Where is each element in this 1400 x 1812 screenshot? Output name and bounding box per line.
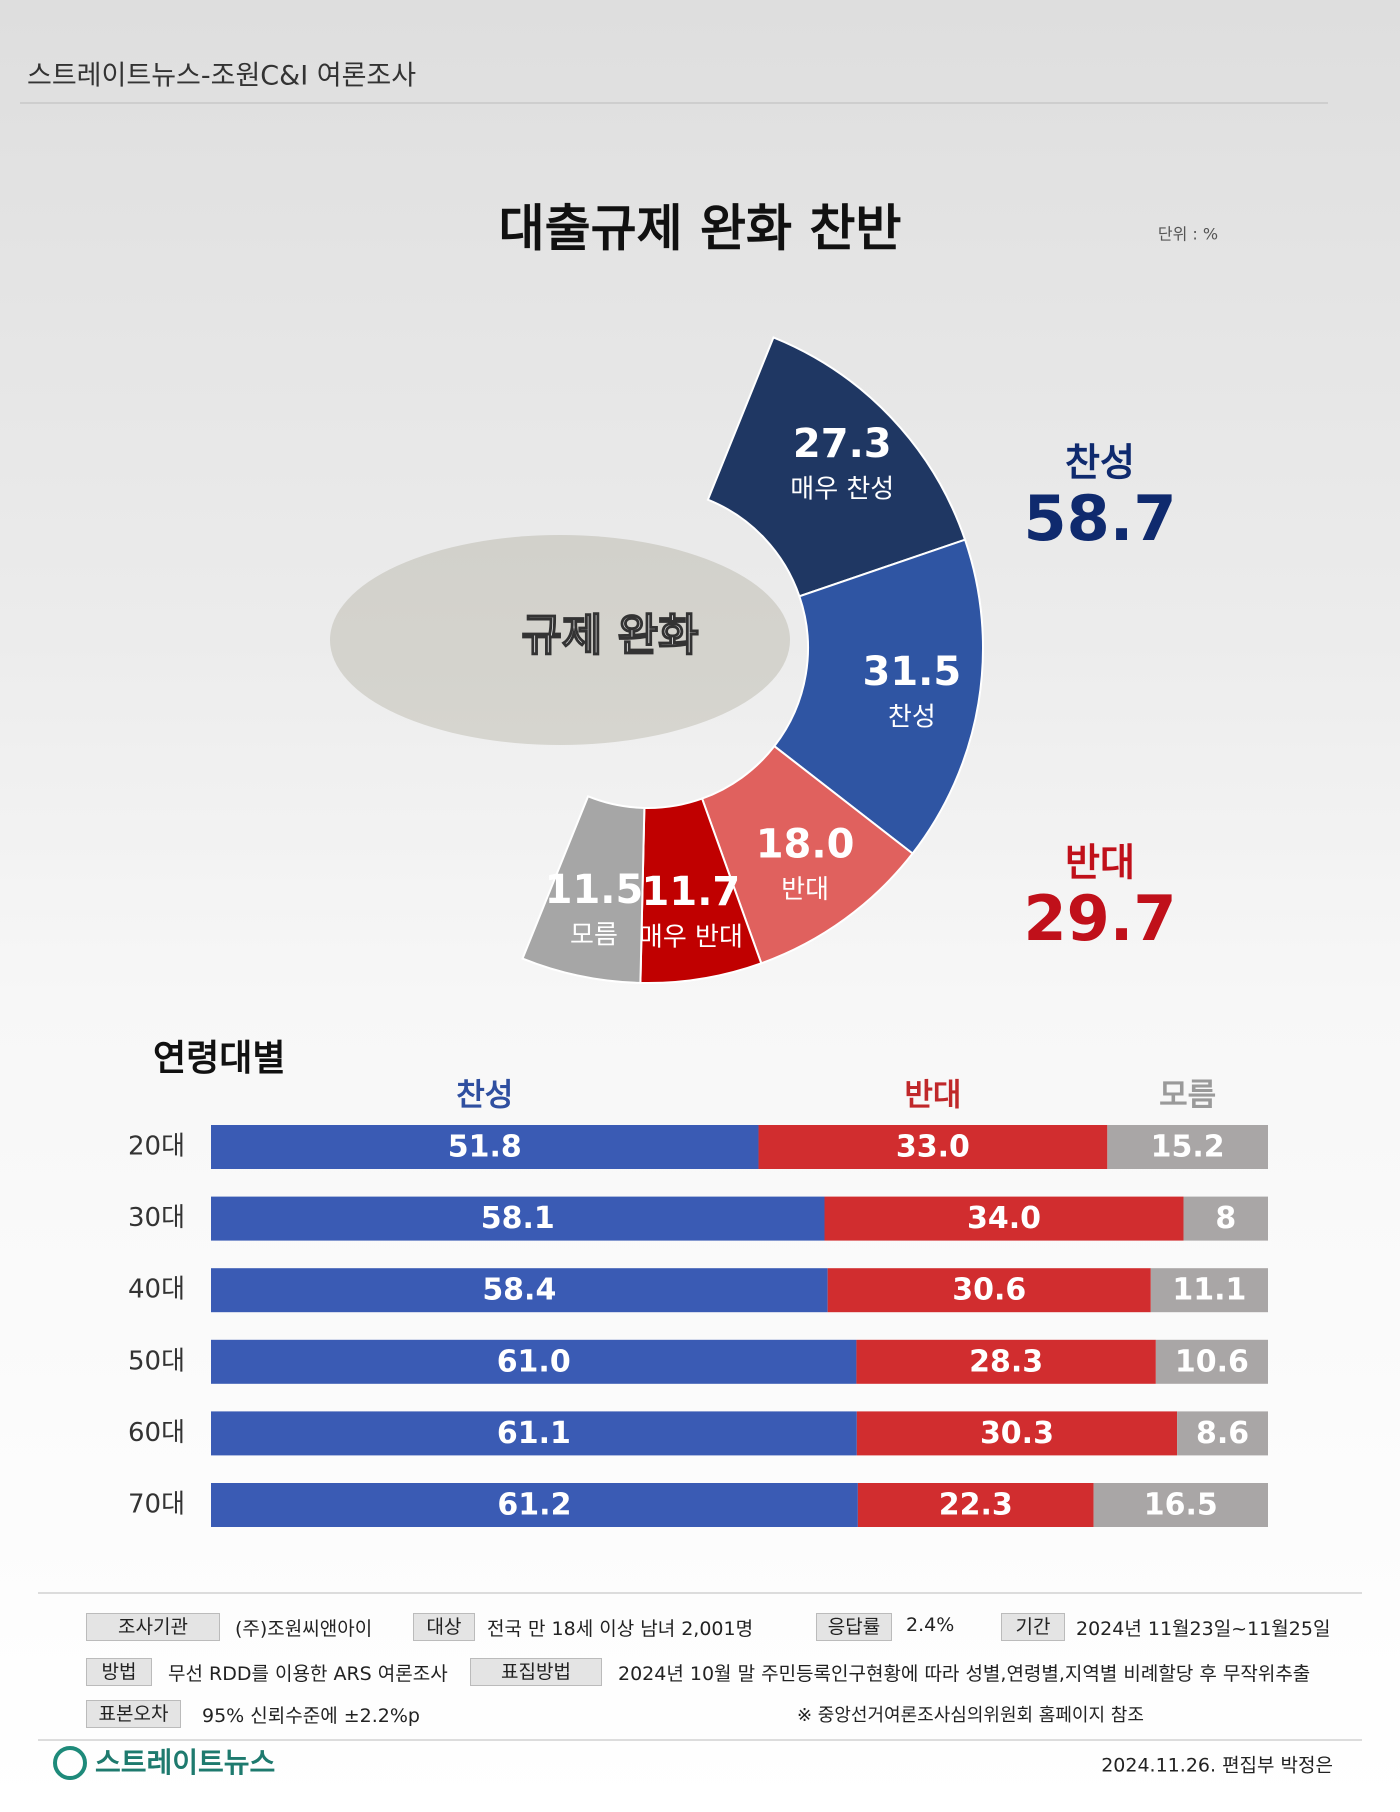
bar-value: 8.6 <box>1196 1416 1249 1451</box>
bar-value: 33.0 <box>896 1130 970 1165</box>
summary-value: 58.7 <box>1024 482 1177 555</box>
segment-value: 11.7 <box>642 869 741 915</box>
donut-segment <box>706 336 967 598</box>
bar-value: 58.4 <box>482 1273 556 1308</box>
bar-value: 61.2 <box>497 1488 571 1523</box>
info-label: 응답률 <box>816 1613 892 1641</box>
bar-segment <box>856 1411 1178 1456</box>
segment-value: 27.3 <box>793 421 892 467</box>
info-label: 표집방법 <box>470 1658 602 1686</box>
bar-segment <box>1107 1125 1268 1169</box>
info-value: 전국 만 18세 이상 남녀 2,001명 <box>487 1618 754 1640</box>
legend-label: 모름 <box>1159 1078 1216 1114</box>
bar-segment <box>1155 1339 1268 1384</box>
info-value: 2024년 11월23일~11월25일 <box>1076 1618 1331 1640</box>
bar-segment <box>758 1125 1108 1169</box>
source-header: 스트레이트뉴스-조원C&I 여론조사 <box>27 61 416 92</box>
bar-value: 15.2 <box>1151 1130 1225 1165</box>
center-backdrop <box>330 535 790 745</box>
segment-value: 31.5 <box>862 649 961 695</box>
bar-segment <box>1150 1268 1268 1313</box>
info-value: 2.4% <box>906 1614 955 1636</box>
bar-value: 22.3 <box>939 1488 1013 1523</box>
info-value: 2024년 10월 말 주민등록인구현황에 따라 성별,연령별,지역별 비례할당… <box>618 1663 1311 1685</box>
logo: 스트레이트뉴스 <box>95 1746 275 1779</box>
info-label: 조사기관 <box>86 1613 220 1641</box>
bar-segment <box>211 1196 825 1241</box>
summary-value: 29.7 <box>1024 882 1177 955</box>
legend-label: 찬성 <box>456 1078 513 1114</box>
segment-name: 모름 <box>570 920 618 950</box>
segment-name: 매우 반대 <box>639 923 743 953</box>
row-label: 60대 <box>128 1418 185 1448</box>
bar-value: 61.0 <box>497 1344 571 1379</box>
bar-value: 10.6 <box>1175 1344 1249 1379</box>
row-label: 40대 <box>128 1275 185 1305</box>
bar-segment <box>1093 1483 1268 1527</box>
footer-note: ※ 중앙선거여론조사심의위원회 홈페이지 참조 <box>797 1705 1144 1726</box>
segment-name: 매우 찬성 <box>790 475 894 505</box>
row-label: 20대 <box>128 1132 185 1162</box>
bar-segment <box>824 1196 1184 1241</box>
bar-value: 61.1 <box>497 1416 571 1451</box>
summary-label: 반대 <box>1065 841 1135 885</box>
segment-value: 18.0 <box>756 822 855 868</box>
info-value: 무선 RDD를 이용한 ARS 여론조사 <box>168 1663 448 1685</box>
credit: 2024.11.26. 편집부 박정은 <box>1101 1755 1333 1777</box>
row-label: 30대 <box>128 1203 185 1233</box>
bar-value: 11.1 <box>1172 1273 1246 1308</box>
info-label: 기간 <box>1001 1613 1065 1641</box>
legend-label: 반대 <box>904 1078 961 1114</box>
bar-value: 28.3 <box>969 1344 1043 1379</box>
bar-segment <box>1183 1196 1268 1241</box>
center-label: 규제 완화 <box>521 610 698 661</box>
unit-note: 단위 : % <box>1158 225 1218 244</box>
donut-segment <box>521 795 646 984</box>
row-label: 70대 <box>128 1490 185 1520</box>
bar-value: 16.5 <box>1144 1488 1218 1523</box>
bar-value: 30.6 <box>952 1273 1026 1308</box>
bar-segment <box>211 1483 858 1527</box>
info-value: (주)조원씨앤아이 <box>235 1618 373 1640</box>
bar-value: 58.1 <box>481 1201 555 1236</box>
info-label: 표본오차 <box>86 1700 181 1728</box>
bar-value: 8 <box>1215 1201 1236 1236</box>
bar-segment <box>827 1268 1151 1313</box>
bar-segment <box>857 1483 1094 1527</box>
segment-value: 11.5 <box>545 867 644 913</box>
logo-icon <box>53 1746 87 1780</box>
bar-segment <box>856 1339 1156 1384</box>
bar-segment <box>211 1339 857 1384</box>
row-label: 50대 <box>128 1346 185 1376</box>
info-label: 방법 <box>86 1658 152 1686</box>
bar-segment <box>211 1125 759 1169</box>
segment-name: 찬성 <box>888 703 936 733</box>
bar-segment <box>1177 1411 1268 1456</box>
donut-segment <box>772 538 984 855</box>
bar-chart-title: 연령대별 <box>153 1038 285 1079</box>
summary-label: 찬성 <box>1065 441 1135 485</box>
bar-value: 30.3 <box>980 1416 1054 1451</box>
bar-value: 34.0 <box>967 1201 1041 1236</box>
bar-value: 51.8 <box>448 1130 522 1165</box>
info-label: 대상 <box>413 1613 475 1641</box>
bar-segment <box>211 1268 828 1313</box>
chart-title: 대출규제 완화 찬반 <box>499 200 902 258</box>
info-value: 95% 신뢰수준에 ±2.2%p <box>202 1705 420 1727</box>
bar-segment <box>211 1411 857 1456</box>
segment-name: 반대 <box>781 875 829 905</box>
